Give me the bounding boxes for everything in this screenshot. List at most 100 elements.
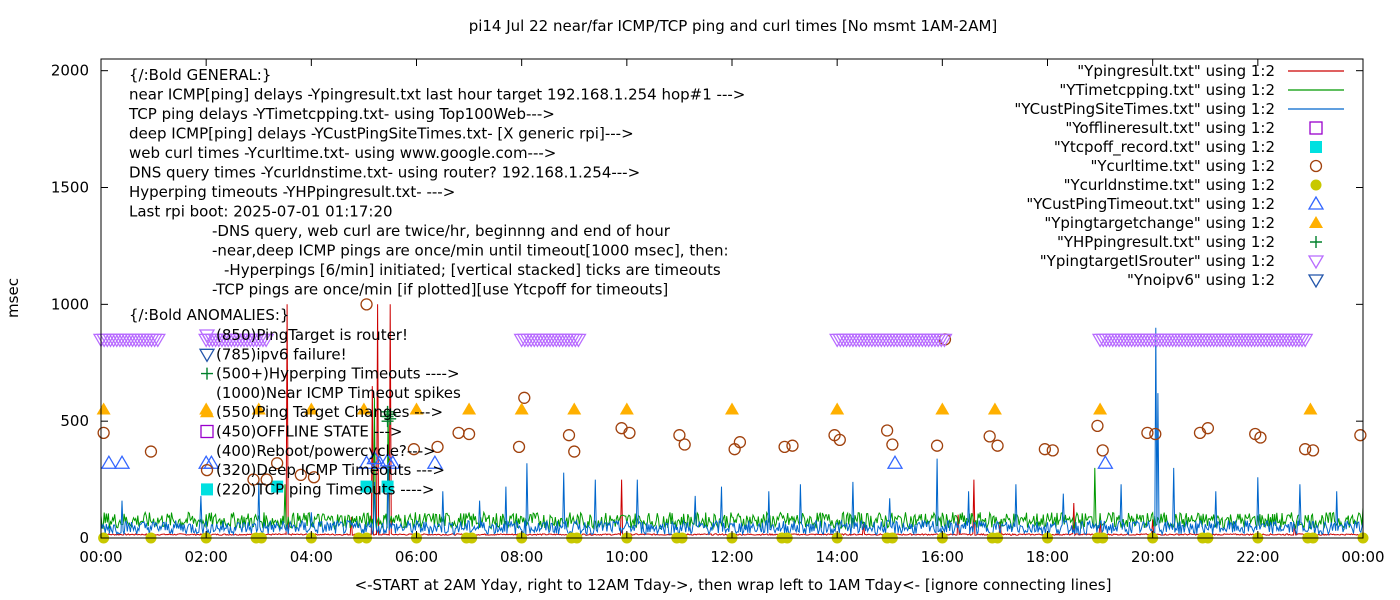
data-point [1091,419,1104,432]
data-point [203,454,220,469]
data-point [987,402,1002,415]
y-axis-label: msec [4,278,22,318]
legend-entry: "Ytcpoff_record.txt" using 1:2 [1054,138,1275,157]
data-point [360,480,373,493]
x-tick-label: 16:00 [921,548,964,566]
data-point [307,471,321,484]
data-point [991,439,1004,452]
anomaly-marker [200,405,214,418]
data-point [833,433,846,447]
annotation-line: -TCP pings are once/min [if plotted][use… [212,281,668,299]
data-point [96,402,111,415]
annotation-line: -DNS query, web curl are twice/hr, begin… [212,222,671,240]
legend-entry: "Ycurldnstime.txt" using 1:2 [1064,176,1275,194]
anomaly-line: (850)PingTarget is router! [216,326,408,344]
data-point [619,402,634,415]
data-point [271,480,284,493]
data-point [1038,443,1052,456]
data-point [623,426,636,440]
legend-entry: "YCustPingSiteTimes.txt" using 1:2 [1014,100,1275,118]
data-point [514,402,529,415]
anomaly-line: (785)ipv6 failure! [216,345,347,363]
series-line-1 [100,397,1364,531]
isrouter-marker [570,333,587,348]
data-point [930,439,944,452]
data-point [113,454,131,469]
annotation-line: deep ICMP[ping] delays -YCustPingSiteTim… [129,125,634,143]
data-point [407,443,421,456]
x-tick-label: 18:00 [1026,548,1069,566]
annotation-line: Hyperping timeouts -YHPpingresult.txt- -… [129,183,455,201]
legend-marker [1307,195,1325,210]
x-tick-label: 20:00 [1131,548,1174,566]
x-tick-label: 12:00 [710,548,753,566]
data-point [100,454,118,469]
data-point [1097,454,1114,469]
isrouter-marker [936,333,953,348]
data-point [886,454,904,469]
data-point [1303,402,1318,415]
data-point [358,454,375,469]
data-point [247,473,260,486]
data-point [562,429,576,442]
x-tick-label: 06:00 [395,548,438,566]
data-point [1193,426,1207,440]
x-tick-label: 02:00 [185,548,228,566]
anomaly-line: (220)TCP ping Timeouts ----> [216,480,434,498]
annotation-line: Last rpi boot: 2025-07-01 01:17:20 [129,203,393,221]
data-point [880,424,894,437]
legend-entry: "Ynoipv6" using 1:2 [1127,271,1275,289]
data-point [1354,429,1367,442]
data-point [983,430,996,443]
anomaly-line: (500+)Hyperping Timeouts ----> [216,365,460,383]
annotation-layer: {/:Bold GENERAL:} near ICMP[ping] delays … [128,66,745,498]
anomaly-marker [201,367,213,380]
legend-entry: "Ypingresult.txt" using 1:2 [1077,62,1275,80]
data-point [673,429,686,442]
x-tick-label: 22:00 [1236,548,1279,566]
anomaly-line: (320)Deep ICMP Timeouts ---> [216,461,445,479]
isrouter-marker [1297,333,1314,348]
x-tick-label: 00:00 [79,548,122,566]
data-point [409,402,424,415]
y-tick-label: 1000 [51,295,89,313]
data-point [251,402,266,415]
legend-marker [1310,236,1322,248]
y-tick-label: 2000 [51,62,89,80]
data-point [452,426,465,440]
chart-title: pi14 Jul 22 near/far ICMP/TCP ping and c… [469,17,998,35]
annotation-line: TCP ping delays -YTimetcpping.txt- using… [128,105,555,123]
anomaly-marker [198,329,216,344]
data-point [1046,444,1059,457]
data-point [733,436,747,449]
data-point [1254,431,1267,444]
legend-marker [1309,159,1323,173]
data-point [271,457,284,470]
data-point [381,405,394,418]
data-point [1141,426,1154,440]
data-point [518,391,531,404]
data-point [786,439,799,452]
data-point [462,402,477,415]
data-point [512,440,526,454]
data-point [1149,427,1162,441]
y-tick-label: 1500 [51,179,89,197]
anomaly-marker [200,424,214,439]
data-point [462,427,476,441]
legend-marker [1310,179,1322,191]
legend-marker [1309,121,1323,135]
x-tick-label: 14:00 [816,548,859,566]
data-point [431,440,444,454]
data-point [1299,443,1312,456]
x-tick-label: 10:00 [605,548,648,566]
x-tick-label: 00:00 [1341,548,1384,566]
anomaly-line: (400)Reboot/powercycle?---> [216,442,436,460]
annotation-line: web curl times -Ycurltime.txt- using www… [129,144,556,162]
anomaly-line: (1000)Near ICMP Timeout spikes [216,384,461,402]
data-point [567,402,582,415]
x-tick-label: 04:00 [290,548,333,566]
annotation-line: near ICMP[ping] delays -Ypingresult.txt … [129,86,745,104]
data-point [568,445,581,458]
annotation-line: -near,deep ICMP pings are once/min until… [212,242,729,260]
